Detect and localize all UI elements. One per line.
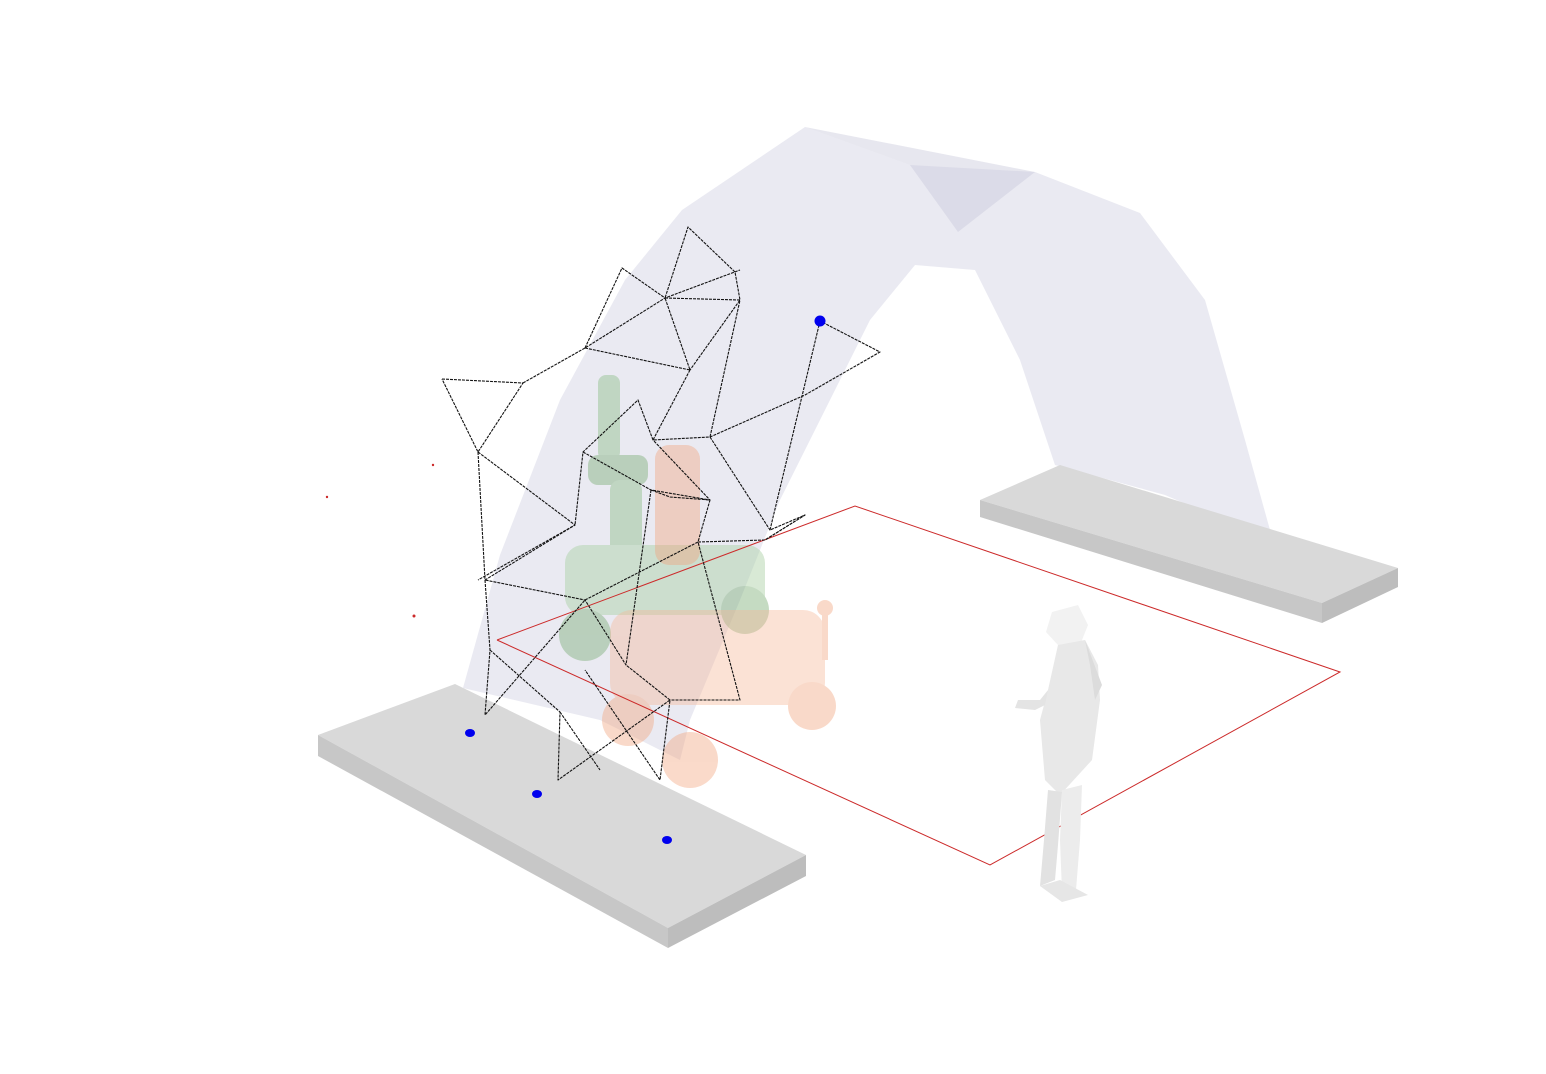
anchor-point: [662, 836, 672, 844]
anchor-points: [465, 315, 826, 844]
base-wheel-left: [602, 694, 654, 746]
robot-arm: [559, 375, 769, 661]
wireframe-structure: [441, 226, 881, 781]
arm-base: [565, 545, 765, 615]
support-pad-left: [318, 684, 806, 948]
arm-wheel-left: [559, 609, 611, 661]
base-body: [610, 610, 825, 705]
anchor-point: [532, 790, 542, 798]
stray-markers: [325, 463, 435, 618]
mobile-base: [602, 445, 836, 788]
human-figure: [1015, 605, 1102, 902]
arm-column: [598, 375, 620, 460]
base-sensor-mast: [817, 600, 833, 616]
base-wheel-front: [662, 732, 718, 788]
arm-forearm: [610, 480, 642, 560]
base-wheel-right: [788, 682, 836, 730]
arch-shell: [463, 127, 1270, 760]
support-pad-right: [980, 465, 1398, 623]
arm-shoulder: [588, 455, 648, 485]
arm-wheel-right: [721, 586, 769, 634]
anchor-point: [465, 729, 475, 737]
work-zone-outline: [496, 505, 1342, 866]
anchor-point: [814, 315, 826, 327]
base-lift-arm: [655, 445, 700, 565]
